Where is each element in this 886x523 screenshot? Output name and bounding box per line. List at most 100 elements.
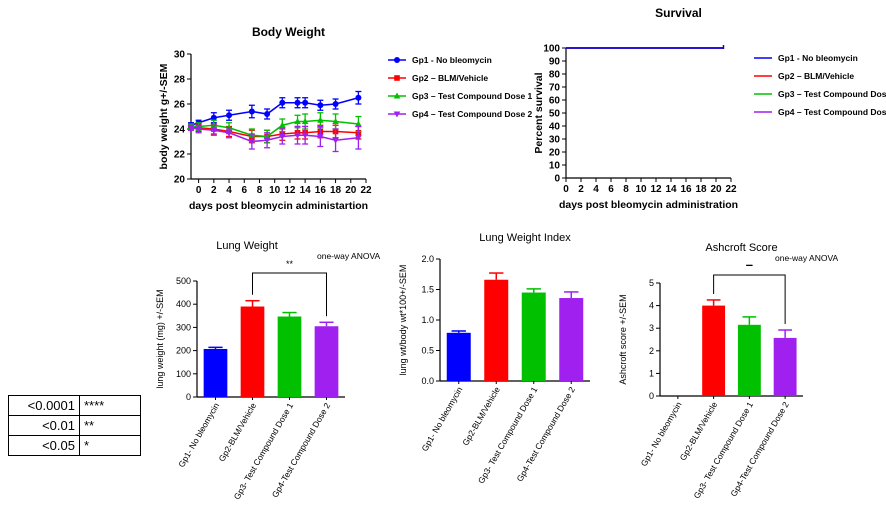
y-axis-label: Ashcroft score +/-SEM (618, 294, 628, 384)
p-value: <0.0001 (8, 395, 80, 416)
series-gp1 (566, 45, 725, 49)
x-tick-label: 10 (635, 184, 647, 195)
y-tick-label: 20 (549, 148, 561, 159)
lung-weight-chart: 0 100 200 300 400 500 Gp1- No bleomycinGp2-BLM… (155, 240, 380, 501)
y-tick-label: 10 (549, 161, 561, 172)
data-point (355, 120, 362, 127)
x-axis-label: days post bleomycin administration (559, 199, 738, 211)
x-tick-label: 6 (241, 185, 247, 196)
y-axis-label: body weight g+/-SEM (158, 63, 170, 169)
significance-label: ** (286, 259, 294, 269)
y-axis-label: lung weight (mg) +/-SEM (155, 289, 165, 388)
data-point (210, 127, 218, 134)
x-tick-label: 16 (680, 184, 692, 195)
data-point (317, 116, 324, 123)
x-tick-label: Gp1- No bleomycin (176, 401, 221, 469)
x-tick-label: 12 (284, 185, 296, 196)
data-point (294, 99, 301, 106)
y-axis-label: Percent survival (533, 72, 545, 153)
legend-label: Gp2 – BLM/Vehicle (778, 71, 854, 81)
x-tick-label: Gp2-BLM/Vehicle (678, 400, 720, 463)
data-point (210, 114, 217, 121)
y-tick-label: 2.0 (421, 254, 434, 264)
star-label: **** (79, 395, 141, 416)
bar (521, 292, 546, 381)
x-tick-label: 22 (725, 184, 737, 195)
data-point (225, 130, 233, 137)
chart-title: Lung Weight Index (479, 232, 571, 244)
y-tick-label: 50 (549, 109, 561, 120)
data-point (226, 112, 233, 119)
x-tick-label: Gp2-BLM/Vehicle (460, 385, 502, 448)
bar (446, 332, 471, 381)
y-tick-label: 1 (649, 368, 654, 378)
legend-marker (393, 92, 401, 99)
y-tick-label: 200 (176, 346, 191, 356)
star-label: ** (79, 415, 141, 436)
legend-item: Gp3 – Test Compound Dose 1 (754, 89, 886, 99)
y-tick-label: 4 (649, 301, 654, 311)
data-point (279, 99, 286, 106)
y-tick-label: 0 (649, 391, 654, 401)
chart-title: Survival (655, 6, 702, 20)
x-tick-label: 14 (665, 184, 677, 195)
significance-row: <0.05 * (8, 435, 141, 456)
y-tick-label: 0.0 (421, 376, 434, 386)
y-tick-label: 26 (174, 100, 186, 111)
bar (773, 337, 797, 396)
annotation: one-way ANOVA (775, 253, 838, 263)
bar (203, 348, 228, 397)
y-tick-label: 70 (549, 83, 561, 94)
x-tick-label: 4 (226, 185, 232, 196)
data-point (248, 139, 256, 145)
bar (484, 279, 509, 381)
y-tick-label: 80 (549, 70, 561, 81)
legend-label: Gp4 – Test Compound Dose 2 (412, 109, 533, 119)
x-tick-label: 18 (330, 185, 342, 196)
x-tick-label: 2 (211, 185, 217, 196)
data-point (301, 132, 309, 139)
y-tick-label: 500 (176, 276, 191, 286)
legend-item: Gp2 – BLM/Vehicle (388, 73, 488, 83)
y-tick-label: 30 (549, 135, 561, 146)
bar (737, 324, 761, 396)
y-tick-label: 60 (549, 96, 561, 107)
x-tick-label: 18 (695, 184, 707, 195)
bar (314, 326, 339, 397)
significance-row: <0.0001 **** (8, 395, 141, 416)
chart-title: Ashcroft Score (705, 242, 777, 254)
x-tick-label: 2 (578, 184, 584, 195)
legend-marker (394, 75, 400, 81)
y-tick-label: 3 (649, 323, 654, 333)
p-value: <0.01 (8, 415, 80, 436)
data-point (332, 137, 339, 144)
legend-item: Gp1 - No bleomycin (754, 53, 858, 63)
data-point (355, 135, 362, 142)
series-line (190, 126, 359, 143)
lung-weight-index-chart: 0.0 0.5 1.0 1.5 2.0 Gp1- No bleomycinGp2-BLM/… (398, 232, 590, 485)
y-tick-label: 300 (176, 322, 191, 332)
data-point (355, 94, 362, 101)
x-tick-label: Gp1- No bleomycin (419, 385, 464, 453)
x-axis-label: days post bleomycin administartion (189, 200, 368, 212)
y-tick-label: 100 (543, 44, 560, 55)
x-tick-label: 16 (315, 185, 327, 196)
y-tick-label: 100 (176, 369, 191, 379)
data-point (302, 99, 309, 106)
y-tick-label: 5 (649, 278, 654, 288)
y-tick-label: 0.5 (421, 346, 434, 356)
y-tick-label: 28 (174, 75, 186, 86)
x-tick-label: 8 (257, 185, 263, 196)
bar (277, 316, 302, 397)
y-tick-label: 2 (649, 346, 654, 356)
data-point (317, 134, 324, 140)
data-point (332, 118, 339, 124)
data-point (279, 121, 286, 128)
x-tick-label: 20 (710, 184, 722, 195)
data-point (264, 111, 271, 117)
series-gp4 (187, 124, 362, 153)
significance-label: – (746, 257, 753, 272)
y-tick-label: 22 (174, 150, 186, 161)
